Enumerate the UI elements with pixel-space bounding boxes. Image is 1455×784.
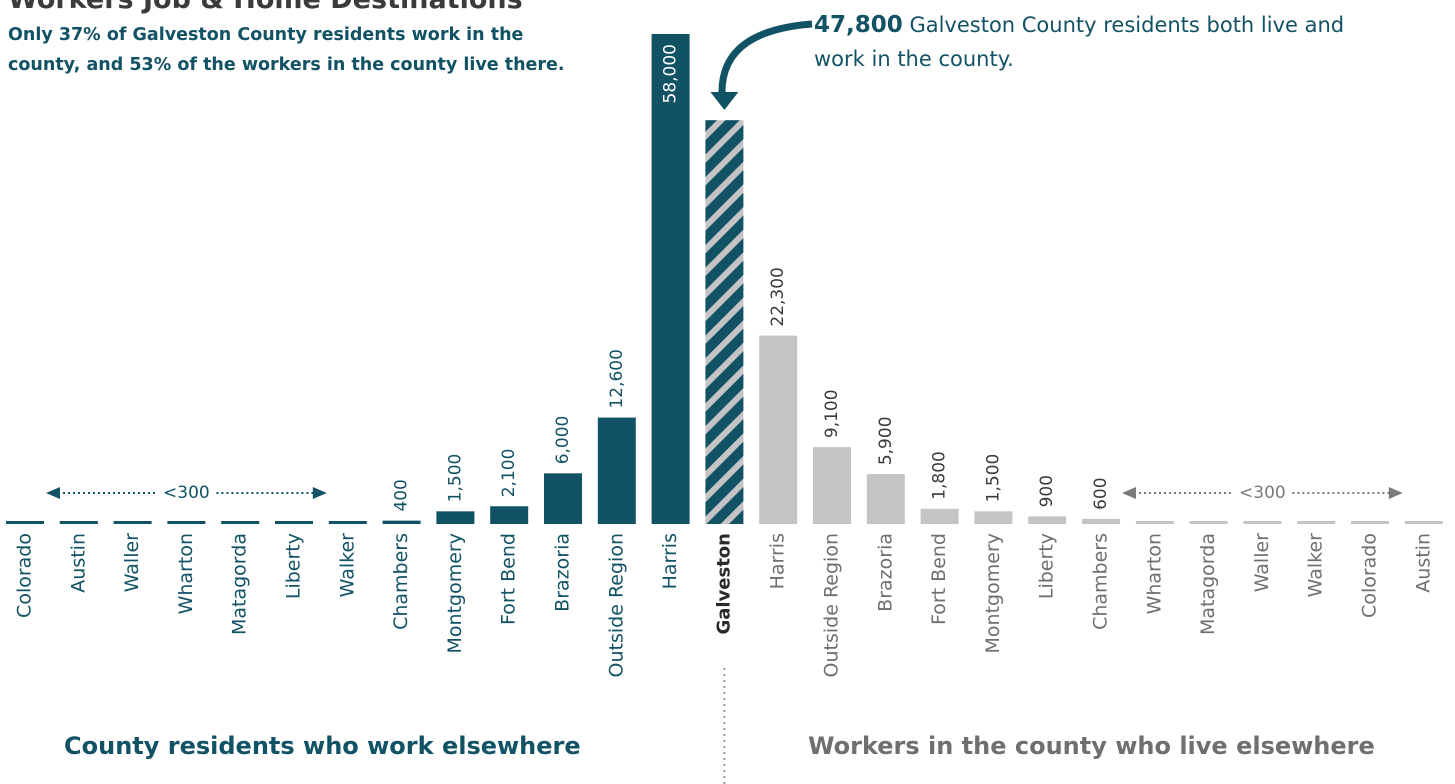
small-values-note: <300 — [1239, 483, 1286, 503]
tick-label: Harris — [659, 533, 681, 589]
bar-workers-montgomery — [974, 511, 1013, 524]
data-label: 1,500 — [983, 454, 1003, 503]
tick-label: Waller — [121, 533, 143, 592]
tick-label: Colorado — [1359, 533, 1381, 618]
bar-workers-chambers — [1082, 518, 1120, 524]
tick-label: Montgomery — [444, 533, 466, 653]
arrow-left-icon — [46, 487, 60, 499]
tick-label: Chambers — [1090, 533, 1112, 630]
data-label: 6,000 — [553, 416, 573, 465]
tick-label: Outside Region — [605, 533, 627, 677]
page-title: Workers Job & Home Destinations — [8, 0, 523, 15]
galveston-callout: 47,800 Galveston County residents both l… — [814, 8, 1374, 76]
bar-workers-liberty — [1028, 516, 1067, 524]
tick-label: Liberty — [1036, 533, 1058, 599]
bar-residents-liberty — [275, 521, 313, 524]
callout-arrow-line — [718, 20, 813, 93]
bar-workers-colorado — [1351, 521, 1389, 524]
tick-label: Austin — [67, 533, 89, 593]
data-label: 5,900 — [876, 416, 896, 465]
data-label: 58,000 — [661, 44, 681, 103]
bar-residents-austin — [59, 521, 98, 524]
data-label: 1,800 — [930, 451, 950, 500]
tick-label: Walker — [1305, 533, 1327, 598]
bar-residents-matagorda — [221, 521, 260, 524]
tick-label: Wharton — [175, 533, 197, 614]
bar-residents-outside-region — [597, 417, 636, 524]
bar-residents-fort-bend — [490, 506, 529, 524]
callout-number: 47,800 — [814, 12, 903, 38]
tick-label: Chambers — [390, 533, 412, 630]
tick-label: Waller — [1251, 533, 1273, 592]
bar-residents-wharton — [167, 521, 206, 524]
data-label: 9,100 — [822, 389, 842, 438]
arrow-right-icon — [1388, 487, 1403, 499]
footer-workers-label: Workers in the county who live elsewhere — [808, 732, 1375, 760]
tick-label: Fort Bend — [498, 533, 520, 625]
bar-residents-waller — [113, 521, 152, 524]
small-values-note: <300 — [163, 483, 210, 503]
tick-label: Galveston — [713, 533, 734, 635]
tick-label: Walker — [336, 533, 358, 598]
bar-workers-austin — [1404, 521, 1443, 524]
bar-workers-matagorda — [1189, 521, 1228, 524]
bar-workers-wharton — [1135, 521, 1174, 524]
tick-label: Brazoria — [552, 533, 574, 612]
bar-workers-fort-bend — [920, 508, 959, 524]
data-label: 600 — [1091, 477, 1111, 509]
tick-label: Matagorda — [1197, 533, 1219, 635]
bar-residents-montgomery — [436, 511, 475, 524]
data-label: 12,600 — [607, 349, 627, 408]
footer-residents-label: County residents who work elsewhere — [64, 732, 581, 760]
arrow-left-icon — [1122, 487, 1136, 499]
bar-workers-harris — [759, 335, 798, 524]
tick-label: Outside Region — [821, 533, 843, 677]
tick-label: Austin — [1412, 533, 1434, 593]
tick-label: Montgomery — [982, 533, 1004, 653]
tick-label: Wharton — [1143, 533, 1165, 614]
bar-workers-waller — [1243, 521, 1282, 524]
bar-workers-outside-region — [813, 447, 851, 524]
tick-label: Harris — [767, 533, 789, 589]
bar-workers-brazoria — [866, 474, 905, 524]
data-label: 22,300 — [768, 267, 788, 326]
bar-center-galveston — [705, 120, 744, 524]
bar-residents-chambers — [382, 520, 421, 524]
callout-arrow-head-icon — [710, 92, 739, 110]
chart-subtitle: Only 37% of Galveston County residents w… — [8, 25, 565, 75]
tick-label: Liberty — [283, 533, 305, 599]
callout-text: Galveston County residents both live and… — [814, 13, 1345, 71]
tick-label: Matagorda — [229, 533, 251, 635]
bar-residents-colorado — [6, 521, 44, 524]
data-label: 1,500 — [445, 454, 465, 503]
bar-residents-walker — [328, 521, 367, 524]
data-label: 900 — [1037, 475, 1057, 507]
bar-residents-brazoria — [544, 473, 582, 524]
data-label: 400 — [392, 479, 412, 511]
tick-label: Brazoria — [874, 533, 896, 612]
bar-workers-walker — [1297, 521, 1336, 524]
data-label: 2,100 — [499, 449, 519, 498]
arrow-right-icon — [312, 487, 327, 499]
tick-label: Colorado — [14, 533, 36, 618]
tick-label: Fort Bend — [928, 533, 950, 625]
bar-residents-harris — [651, 34, 690, 524]
